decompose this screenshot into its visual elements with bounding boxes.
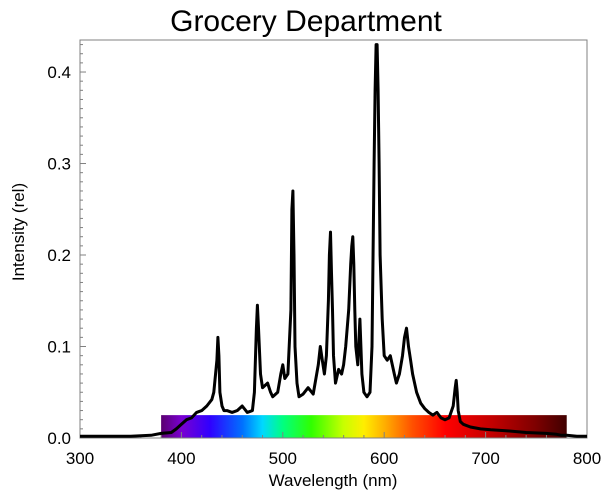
x-tick-label: 600 bbox=[370, 449, 398, 468]
y-tick-label: 0.2 bbox=[47, 246, 71, 265]
x-tick-label: 700 bbox=[471, 449, 499, 468]
y-axis: 0.0 0.1 0.2 0.3 0.4 bbox=[47, 44, 86, 448]
chart-title: Grocery Department bbox=[170, 5, 442, 38]
spectrum-color-band bbox=[161, 415, 567, 438]
y-tick-label: 0.1 bbox=[47, 338, 71, 357]
series-line bbox=[80, 43, 587, 438]
x-tick-label: 300 bbox=[66, 449, 94, 468]
x-axis-label: Wavelength (nm) bbox=[269, 471, 398, 490]
x-tick-label: 800 bbox=[573, 449, 601, 468]
plot-frame bbox=[79, 39, 588, 439]
y-axis-label: Intensity (rel) bbox=[9, 183, 28, 281]
x-axis: 300 400 500 600 700 800 bbox=[66, 432, 601, 468]
y-tick-label: 0.0 bbox=[47, 429, 71, 448]
x-tick-label: 400 bbox=[167, 449, 195, 468]
x-tick-label: 500 bbox=[269, 449, 297, 468]
y-tick-label: 0.3 bbox=[47, 155, 71, 174]
y-tick-label: 0.4 bbox=[47, 63, 71, 82]
